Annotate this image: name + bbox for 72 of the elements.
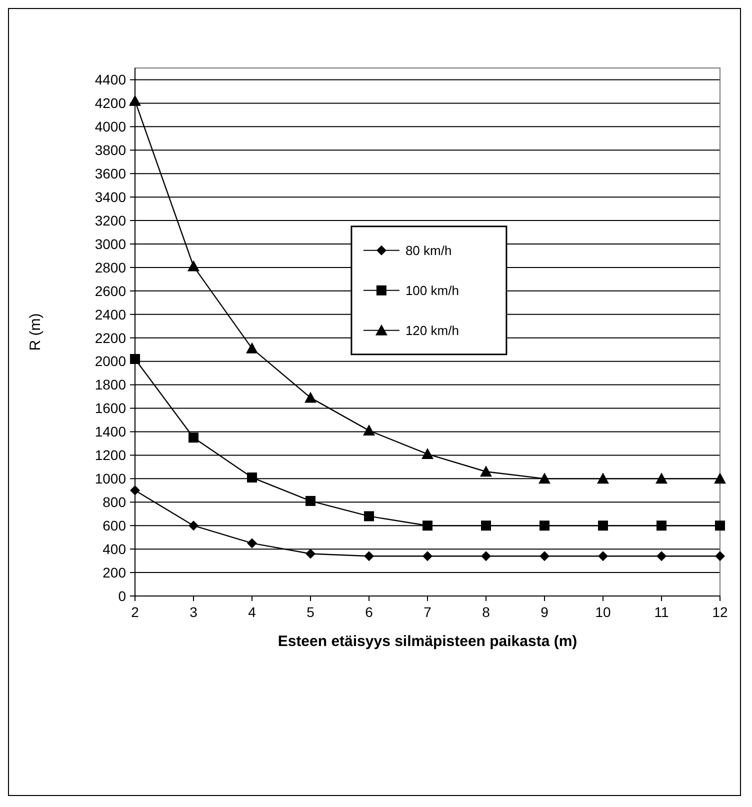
y-tick-label: 0 <box>118 588 126 604</box>
point <box>714 472 726 484</box>
point <box>304 392 316 403</box>
x-axis-title: Esteen etäisyys silmäpisteen paikasta (m) <box>278 633 578 650</box>
point <box>363 424 375 436</box>
point <box>656 472 668 484</box>
y-tick-label: 4200 <box>94 95 126 112</box>
y-tick-label: 1800 <box>94 376 126 393</box>
x-tick-label: 6 <box>365 604 374 620</box>
point <box>246 342 258 354</box>
legend-label: 120 km/h <box>405 322 459 338</box>
point <box>188 520 198 531</box>
x-tick-label: 2 <box>131 604 140 620</box>
y-tick-label: 4400 <box>94 72 126 88</box>
x-tick-label: 7 <box>424 604 432 620</box>
x-tick-label: 3 <box>190 604 198 620</box>
y-tick-label: 2600 <box>94 282 126 299</box>
x-tick-label: 11 <box>654 604 669 620</box>
y-tick-label: 2400 <box>94 306 126 322</box>
point <box>656 551 666 562</box>
point <box>538 472 550 484</box>
point <box>422 448 434 460</box>
y-axis-title: R (m) <box>27 313 44 351</box>
point <box>364 551 374 562</box>
point <box>422 551 432 562</box>
y-tick-label: 2000 <box>94 353 126 370</box>
y-tick-label: 800 <box>102 494 126 510</box>
point <box>481 520 491 531</box>
y-tick-label: 1400 <box>94 424 126 440</box>
point <box>598 551 608 562</box>
point <box>247 472 257 482</box>
point <box>188 432 198 443</box>
y-tick-label: 200 <box>102 564 126 580</box>
legend-label: 100 km/h <box>405 282 459 298</box>
y-tick-label: 400 <box>102 540 126 557</box>
point <box>247 538 257 548</box>
x-tick-label: 4 <box>248 604 256 620</box>
point <box>656 520 666 531</box>
point <box>481 551 491 562</box>
y-tick-label: 4000 <box>94 118 126 135</box>
legend-label: 80 km/h <box>405 242 452 258</box>
point <box>540 520 550 531</box>
point <box>422 520 432 531</box>
y-tick-label: 3200 <box>94 212 126 228</box>
y-tick-label: 1200 <box>94 447 126 464</box>
x-tick-label: 9 <box>540 604 549 620</box>
point <box>306 496 316 506</box>
point <box>306 548 316 559</box>
point <box>188 260 200 272</box>
y-tick-label: 600 <box>102 518 126 534</box>
point <box>364 511 374 522</box>
point <box>597 472 609 484</box>
point <box>715 551 725 562</box>
x-tick-label: 12 <box>712 604 728 620</box>
y-tick-label: 2800 <box>94 259 126 276</box>
point <box>480 466 492 477</box>
point <box>129 94 141 106</box>
y-tick-label: 3000 <box>94 236 126 252</box>
x-tick-label: 5 <box>306 604 315 620</box>
y-tick-label: 3800 <box>94 142 126 158</box>
point <box>130 485 140 496</box>
y-tick-label: 3400 <box>94 188 126 205</box>
y-tick-label: 1600 <box>94 400 126 416</box>
y-tick-label: 3600 <box>94 166 126 182</box>
point <box>540 551 550 562</box>
x-tick-label: 8 <box>482 604 490 620</box>
point <box>715 520 725 531</box>
point <box>598 520 608 531</box>
point <box>130 354 140 364</box>
y-tick-label: 1000 <box>94 470 126 487</box>
x-tick-label: 10 <box>595 604 611 620</box>
y-tick-label: 2200 <box>94 330 126 346</box>
